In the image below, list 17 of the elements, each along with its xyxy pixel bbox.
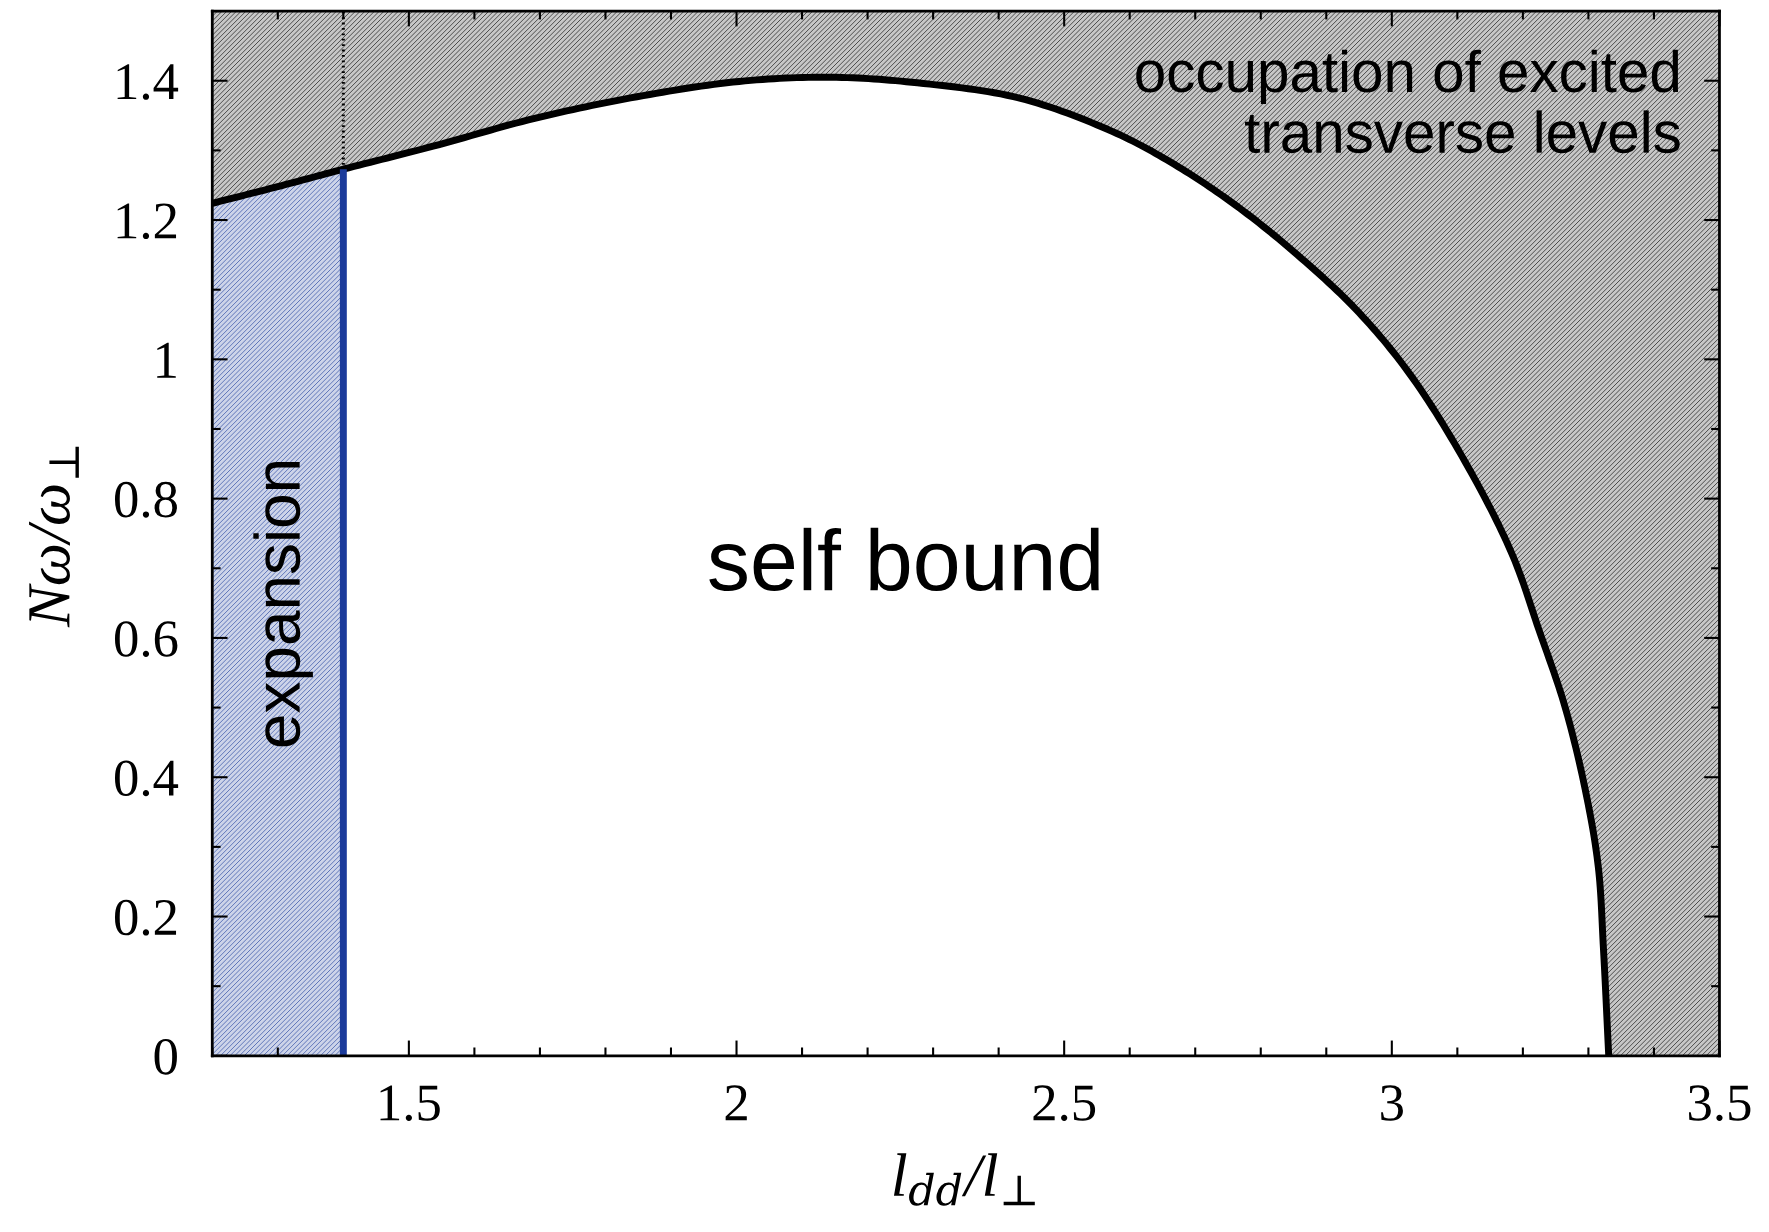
x-tick-label: 2.5 bbox=[1033, 1085, 1096, 1121]
y-tick-label: 0.6 bbox=[114, 621, 178, 657]
x-tick-label: 3.5 bbox=[1689, 1085, 1751, 1121]
y-tick-label: 0 bbox=[154, 1039, 177, 1075]
x-axis-title: l$_{dd}$/l$_{⊥}$ bbox=[893, 1153, 1035, 1206]
y-tick-label: 1.2 bbox=[117, 203, 177, 240]
x-tick-label: 3 bbox=[1381, 1085, 1403, 1121]
x-tick-label: 1.5 bbox=[380, 1085, 440, 1121]
y-tick-label: 0.2 bbox=[114, 899, 177, 936]
y-tick-label: 1 bbox=[157, 342, 176, 378]
y-tick-label: 0.8 bbox=[114, 481, 177, 518]
y-tick-label: 0.4 bbox=[114, 760, 179, 797]
annotation: expansion bbox=[253, 461, 313, 747]
annotation: self bound bbox=[709, 527, 1099, 592]
x-tick-label: 2 bbox=[725, 1085, 747, 1121]
y-axis-title: Nω/ω$_{⊥}$ bbox=[29, 446, 79, 628]
y-tick-label: 1.4 bbox=[117, 64, 179, 100]
